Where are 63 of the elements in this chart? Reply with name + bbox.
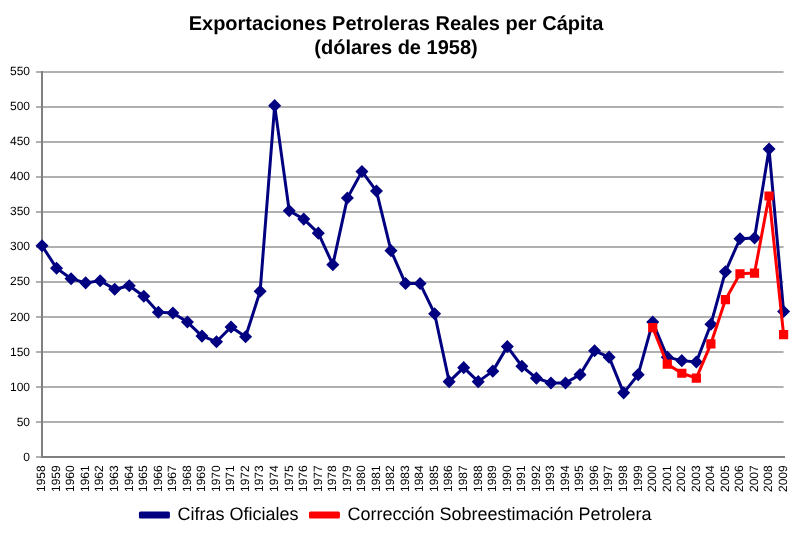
point — [472, 375, 485, 388]
point — [414, 277, 426, 290]
point — [123, 279, 136, 292]
point — [515, 360, 528, 373]
point — [399, 277, 412, 290]
point — [108, 283, 121, 296]
point — [545, 377, 557, 389]
point — [720, 295, 731, 305]
point — [254, 285, 267, 298]
point — [443, 375, 456, 388]
point — [356, 165, 368, 178]
point — [632, 368, 645, 381]
point — [588, 344, 601, 357]
point — [690, 356, 703, 368]
point — [152, 306, 165, 319]
point — [648, 323, 658, 333]
point — [210, 335, 223, 348]
point — [137, 290, 150, 303]
point — [617, 386, 630, 399]
point — [65, 272, 77, 285]
point — [370, 185, 383, 197]
point — [326, 258, 339, 271]
point — [748, 232, 761, 244]
point — [341, 192, 354, 204]
point — [530, 372, 543, 385]
point — [735, 269, 745, 279]
point — [662, 359, 672, 369]
point — [705, 318, 717, 331]
point — [719, 265, 732, 278]
point — [181, 316, 194, 328]
point — [457, 361, 470, 374]
point — [312, 227, 325, 240]
point — [297, 213, 310, 226]
point — [559, 377, 572, 389]
point — [501, 340, 514, 353]
point — [749, 268, 760, 278]
point — [166, 307, 179, 319]
point — [574, 368, 586, 381]
point — [764, 191, 774, 201]
legend-label: Corrección Sobreestimación Petrolera — [347, 503, 652, 524]
text: (dólares de 1958) — [314, 37, 478, 60]
point — [675, 354, 688, 367]
point — [50, 262, 63, 275]
point — [603, 351, 616, 364]
point — [239, 330, 252, 343]
point — [225, 321, 237, 333]
point — [691, 373, 701, 383]
text: Exportaciones Petroleras Reales per Cápita — [188, 13, 604, 36]
point — [428, 307, 441, 320]
point — [79, 276, 92, 289]
point — [385, 244, 397, 257]
point — [36, 239, 48, 252]
point — [706, 339, 716, 349]
point — [486, 365, 499, 378]
point — [778, 330, 789, 340]
legend-label: Cifras Oficiales — [177, 503, 300, 524]
point — [268, 99, 281, 112]
point — [734, 232, 746, 245]
point — [94, 274, 107, 287]
point — [196, 330, 208, 343]
point — [677, 368, 687, 378]
point — [283, 204, 296, 217]
point — [763, 143, 775, 155]
